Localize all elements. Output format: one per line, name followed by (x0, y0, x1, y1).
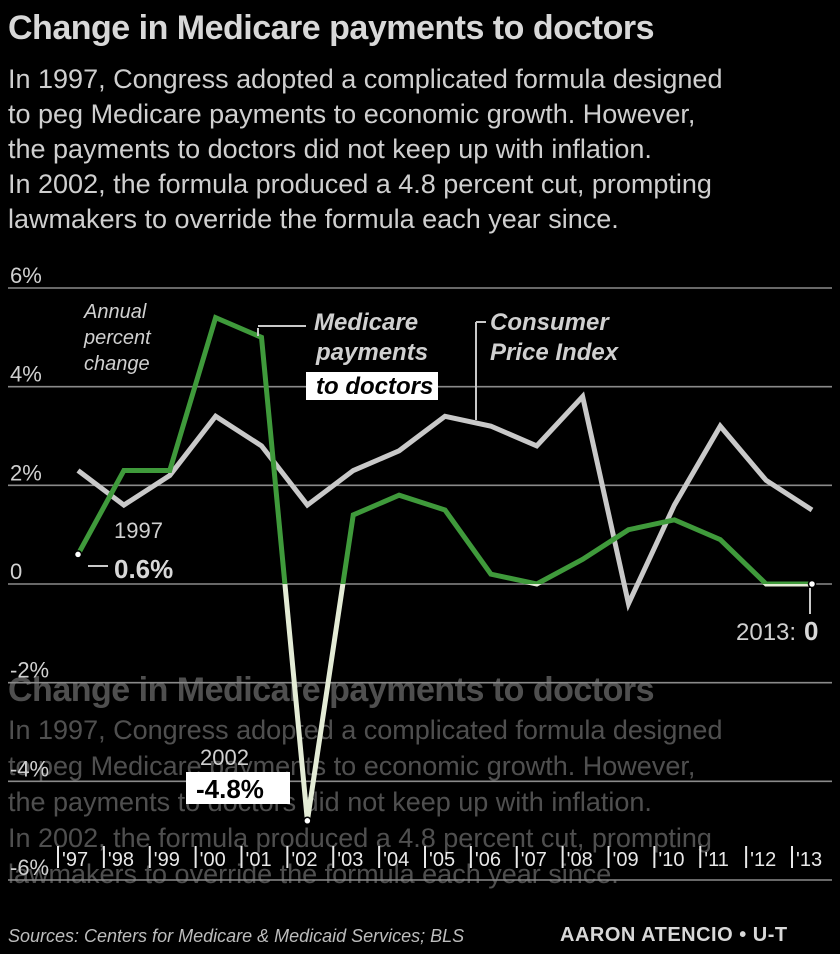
x-tick-label: '04 (383, 849, 409, 871)
start-value-label: 0.6% (114, 554, 173, 584)
x-tick-label: '06 (475, 849, 501, 871)
ghost-line: the payments to doctors did not keep up … (8, 787, 652, 817)
y-tick-label: -6% (10, 855, 49, 880)
start-year-label: 1997 (114, 518, 163, 543)
cpi-label-1: Consumer (490, 309, 610, 336)
y-tick-label: 0 (10, 559, 22, 584)
medicare-label-3: to doctors (316, 373, 433, 400)
description-line: the payments to doctors did not keep up … (8, 134, 652, 164)
description-line: In 1997, Congress adopted a complicated … (8, 64, 723, 94)
medicare-label-box (306, 372, 438, 400)
medicare-series-negative (282, 584, 812, 822)
x-tick-label: '02 (291, 849, 317, 871)
ghost-line: In 1997, Congress adopted a complicated … (8, 715, 723, 745)
description-line: lawmakers to override the formula each y… (8, 204, 619, 234)
medicare-point (807, 579, 817, 589)
medicare-series-line (75, 314, 812, 584)
description: In 1997, Congress adopted a complicated … (8, 62, 838, 237)
end-year-label: 2013: (736, 619, 796, 646)
y-tick-layer: 6% 4% 2% 0 -2% -4% -6% (10, 263, 49, 880)
medicare-point (73, 550, 83, 559)
x-tick-label: '05 (429, 849, 455, 871)
x-tick-label: '12 (750, 849, 776, 871)
medicare-label-1: Medicare (314, 309, 418, 336)
cpi-label-2: Price Index (490, 339, 620, 366)
ghost-line: to peg Medicare payments to economic gro… (8, 751, 696, 781)
ghost-overlay: Change in Medicare payments to doctors I… (8, 672, 840, 892)
y-tick-label: 4% (10, 362, 42, 387)
x-tick-label: '97 (62, 849, 88, 871)
description-line: In 2002, the formula produced a 4.8 perc… (8, 169, 712, 199)
y-tick-label: 6% (10, 263, 42, 288)
end-value-label: 0 (804, 616, 818, 646)
ghost-line: In 2002, the formula produced a 4.8 perc… (8, 823, 712, 853)
grid-layer (8, 287, 832, 881)
x-tick-label: '99 (154, 849, 180, 871)
source-note: Sources: Centers for Medicare & Medicaid… (8, 926, 465, 946)
low-value-label: -4.8% (196, 774, 264, 804)
medicare-point (303, 816, 312, 826)
x-tick-label: '09 (613, 849, 639, 871)
y-tick-label: 2% (10, 460, 42, 485)
series-layer (73, 314, 817, 826)
low-value-box (186, 772, 290, 804)
annual-label-1: Annual (83, 301, 147, 323)
x-tick-layer: '97 '98 '99 '00 '01 '02 '03 '04 '05 '06 '07 '08 '09 '… (57, 846, 822, 871)
x-tick-label: '00 (200, 849, 226, 871)
low-year-label: 2002 (200, 745, 249, 770)
x-tick-label: '03 (337, 849, 363, 871)
medicare-label-2: payments (315, 339, 428, 366)
credit-line: AARON ATENCIO • U-T (560, 924, 788, 946)
x-tick-label: '01 (246, 849, 272, 871)
description-line: to peg Medicare payments to economic gro… (8, 99, 696, 129)
cpi-series-line (76, 391, 814, 612)
annotation-layer: Annual percent change Medicare payments … (83, 301, 818, 804)
page-title: Change in Medicare payments to doctors (8, 9, 655, 47)
ghost-description: In 1997, Congress adopted a complicated … (8, 712, 840, 892)
annual-label-3: change (84, 353, 150, 375)
annual-label-2: percent (83, 327, 152, 349)
x-tick-label: '07 (521, 849, 547, 871)
x-tick-label: '08 (567, 849, 593, 871)
y-tick-label: -4% (10, 756, 49, 781)
y-tick-label: -2% (10, 658, 49, 683)
x-tick-label: '10 (658, 849, 684, 871)
x-tick-label: '11 (704, 849, 729, 871)
x-tick-label: '13 (796, 849, 822, 871)
x-tick-label: '98 (108, 849, 134, 871)
